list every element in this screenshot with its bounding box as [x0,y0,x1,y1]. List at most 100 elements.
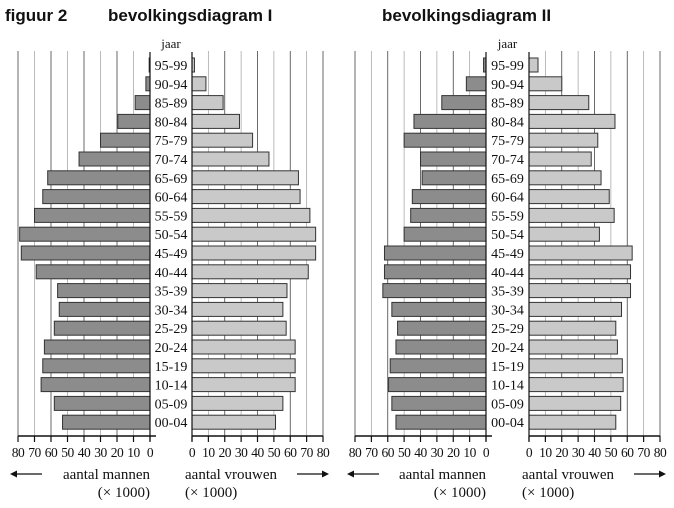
age-label-column [486,52,529,436]
xlabel-women: aantal vrouwen [522,467,615,483]
unit-label-men: (× 1000) [434,485,486,501]
bar-men-05-09 [391,395,487,411]
bar-men-00-04 [395,414,487,430]
xlabel-men: aantal mannen [63,467,151,483]
arrow-left-icon-head [347,470,354,478]
bar-men-30-34 [58,301,151,317]
unit-label-women: (× 1000) [522,485,574,501]
age-label: 90-94 [491,78,524,93]
bar-men-45-49 [20,245,151,261]
bar-men-60-64 [411,189,487,205]
bar-men-50-54 [403,226,487,242]
age-label: 25-29 [491,322,524,337]
tick-label-women: 20 [556,445,569,460]
bar-men-80-84 [117,113,151,129]
age-label: 80-84 [155,115,188,130]
bar-men-40-44 [35,264,151,280]
tick-label-women: 70 [300,445,313,460]
bar-men-75-79 [100,132,151,148]
bar-men-60-64 [42,189,151,205]
bar-women-15-19 [528,358,623,374]
bar-men-00-04 [62,414,151,430]
bar-men-45-49 [383,245,487,261]
age-label: 85-89 [155,97,188,112]
age-label: 65-69 [491,172,524,187]
bar-men-40-44 [383,264,487,280]
tick-label-men: 80 [349,445,362,460]
bar-women-55-59 [528,207,615,223]
bar-women-20-24 [528,339,618,355]
age-label: 75-79 [155,134,188,149]
pyramid-2: jaar 95-99 90-94 85-89 80-84 75-79 70-74 65-69 6… [347,36,668,501]
unit-label-women: (× 1000) [185,485,237,501]
age-label: 75-79 [491,134,524,149]
bar-women-65-69 [528,170,602,186]
tick-label-men: 20 [111,445,124,460]
bar-women-30-34 [191,301,284,317]
category-axis-label: jaar [497,36,518,51]
bar-men-90-94 [145,76,151,92]
bar-men-20-24 [43,339,151,355]
age-label: 10-14 [491,379,524,394]
age-label: 05-09 [491,397,524,412]
tick-label-women: 50 [268,445,281,460]
tick-label-women: 40 [251,445,264,460]
tick-label-men: 60 [45,445,58,460]
bar-men-55-59 [410,207,487,223]
pyramid-1: jaar 95-99 90-94 85-89 80-84 75-79 70-74 65-69 6… [10,36,331,501]
bar-women-70-74 [191,151,270,167]
bar-women-60-64 [528,189,610,205]
age-label: 45-49 [155,247,188,262]
bar-women-55-59 [191,207,311,223]
bar-women-50-54 [191,226,317,242]
tick-label-women: 10 [539,445,552,460]
age-label: 95-99 [155,59,188,74]
tick-label-men: 70 [28,445,41,460]
age-label: 20-24 [155,341,188,356]
age-label: 55-59 [491,209,524,224]
bar-men-10-14 [388,377,487,393]
bar-men-25-29 [53,320,151,336]
age-label: 40-44 [491,266,524,281]
bar-women-90-94 [191,76,207,92]
xlabel-men: aantal mannen [399,467,487,483]
tick-label-men: 10 [127,445,140,460]
tick-label-men: 70 [365,445,378,460]
age-label: 95-99 [491,59,524,74]
bar-women-20-24 [191,339,296,355]
age-label: 70-74 [491,153,524,168]
age-label: 80-84 [491,115,524,130]
tick-label-men: 30 [431,445,444,460]
bar-women-85-89 [528,95,590,111]
bar-men-20-24 [395,339,487,355]
bar-men-85-89 [441,95,487,111]
tick-label-women: 30 [572,445,585,460]
bar-men-75-79 [403,132,487,148]
tick-label-men: 50 [61,445,74,460]
bar-women-00-04 [191,414,277,430]
tick-label-women: 40 [588,445,601,460]
age-label: 15-19 [155,360,188,375]
age-label: 45-49 [491,247,524,262]
chart-title-1: bevolkingsdiagram I [108,6,273,25]
bar-women-80-84 [191,113,240,129]
age-label: 10-14 [155,379,188,394]
tick-label-men: 10 [463,445,476,460]
age-label: 30-34 [491,303,524,318]
bar-women-80-84 [528,113,616,129]
bar-women-45-49 [528,245,633,261]
tick-label-women: 70 [637,445,650,460]
bar-men-15-19 [389,358,487,374]
bar-men-65-69 [421,170,487,186]
arrow-left-icon-head [10,470,17,478]
bar-women-45-49 [191,245,317,261]
xlabel-women: aantal vrouwen [185,467,278,483]
bar-men-15-19 [42,358,151,374]
figure-label: figuur 2 [5,6,68,25]
tick-label-men: 20 [447,445,460,460]
bar-women-35-39 [191,283,288,299]
arrow-right-icon-head [659,470,666,478]
tick-label-women: 60 [284,445,297,460]
